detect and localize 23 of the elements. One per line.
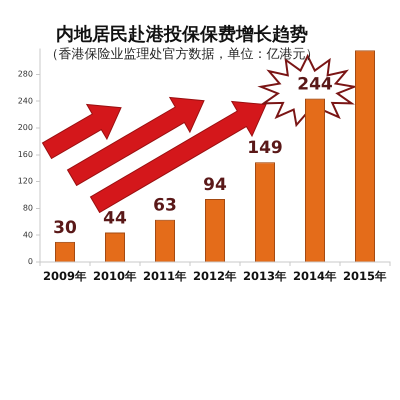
y-tick-label: 200 bbox=[18, 123, 33, 132]
data-label: 63 bbox=[153, 196, 177, 216]
y-tick-label: 0 bbox=[28, 257, 33, 266]
y-tick-label: 280 bbox=[18, 70, 33, 79]
y-tick-label: 120 bbox=[18, 176, 33, 186]
chart-title: 内地居民赴港投保保费增长趋势 bbox=[55, 23, 309, 46]
x-tick-label: 2015年 bbox=[342, 268, 388, 283]
y-tick-label: 160 bbox=[18, 150, 33, 159]
y-tick-label: 240 bbox=[18, 96, 33, 106]
data-label: 149 bbox=[247, 138, 283, 158]
chart-subtitle: （香港保险业监理处官方数据，单位：亿港元） bbox=[44, 46, 320, 63]
x-tick-label: 2011年 bbox=[142, 268, 188, 283]
y-tick-label: 80 bbox=[22, 203, 33, 212]
x-tick-label: 2012年 bbox=[192, 268, 238, 283]
data-label: 244 bbox=[297, 74, 333, 94]
x-tick-label: 2014年 bbox=[292, 268, 338, 283]
x-tick-label: 2013年 bbox=[242, 268, 288, 283]
y-tick-label: 40 bbox=[22, 230, 33, 240]
data-label: 44 bbox=[103, 208, 127, 228]
x-tick-label: 2009年 bbox=[42, 268, 88, 283]
data-label: 94 bbox=[203, 174, 227, 195]
data-label: 30 bbox=[53, 218, 77, 238]
x-tick-label: 2010年 bbox=[92, 268, 138, 283]
